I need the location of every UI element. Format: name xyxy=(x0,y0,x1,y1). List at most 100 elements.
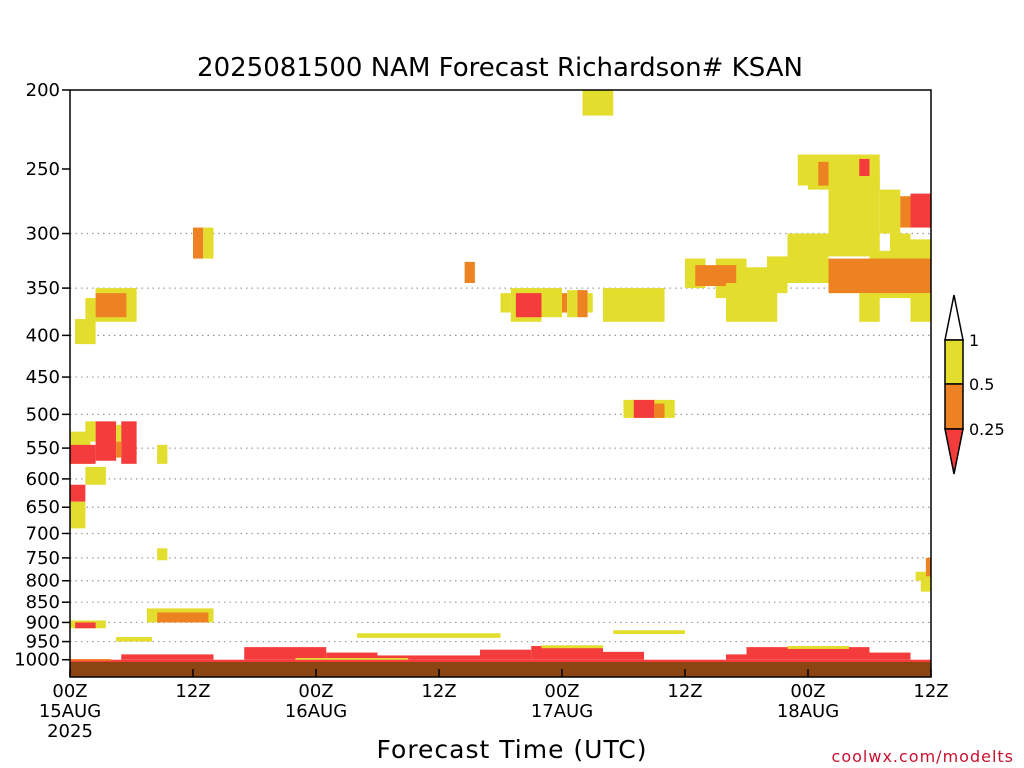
ri-cell xyxy=(121,421,137,464)
ri-cell xyxy=(920,580,931,592)
ri-cell xyxy=(541,645,603,649)
ri-cell xyxy=(85,421,96,442)
ri-cell xyxy=(75,622,96,629)
legend-label: 1 xyxy=(969,331,979,350)
ri-cell xyxy=(157,548,168,561)
y-tick-label: 450 xyxy=(26,367,60,388)
ground-band xyxy=(70,662,931,677)
ri-cell xyxy=(633,399,655,418)
ri-cell xyxy=(531,646,603,660)
ri-cell xyxy=(603,288,665,322)
legend-swatch xyxy=(944,294,964,341)
y-tick-label: 650 xyxy=(26,497,60,518)
x-tick-label: 16AUG xyxy=(285,701,347,722)
y-tick-label: 1000 xyxy=(14,650,60,671)
x-tick-label: 00Z xyxy=(544,681,579,702)
ri-cell xyxy=(85,466,106,485)
ri-cell xyxy=(295,657,409,660)
ri-cell xyxy=(203,227,214,259)
ri-cell xyxy=(357,633,501,638)
ri-cell xyxy=(70,444,96,464)
ri-cell xyxy=(85,298,96,322)
ri-cell xyxy=(567,290,578,318)
chart-title: 2025081500 NAM Forecast Richardson# KSAN xyxy=(197,53,803,83)
ri-cell xyxy=(157,612,209,623)
ri-cell xyxy=(859,293,880,322)
ri-cell xyxy=(326,652,378,660)
x-tick-label: 00Z xyxy=(790,681,825,702)
ri-cell xyxy=(746,647,870,660)
x-tick-label: 12Z xyxy=(913,681,948,702)
ri-cell xyxy=(603,651,644,660)
ri-cell xyxy=(193,227,204,259)
y-tick-label: 800 xyxy=(26,571,60,592)
legend-label: 0.25 xyxy=(969,420,1005,439)
y-tick-label: 200 xyxy=(26,80,60,101)
y-tick-label: 750 xyxy=(26,548,60,569)
ri-cell xyxy=(541,288,562,318)
ri-cell xyxy=(70,659,111,661)
ri-cell xyxy=(879,189,901,234)
x-tick-label: 15AUG xyxy=(39,701,101,722)
ri-cell xyxy=(116,441,122,458)
ri-cell xyxy=(116,424,122,442)
ri-cell xyxy=(818,161,829,186)
x-axis-label: Forecast Time (UTC) xyxy=(377,735,648,764)
legend-swatch xyxy=(944,383,964,430)
ri-cell xyxy=(95,293,127,318)
ri-cell xyxy=(121,654,214,660)
y-tick-label: 700 xyxy=(26,523,60,544)
ri-cell xyxy=(582,90,614,116)
ri-cell xyxy=(869,166,880,186)
ri-cell xyxy=(654,403,665,418)
ri-cell xyxy=(859,158,870,181)
ri-cell xyxy=(577,290,588,318)
x-tick-label: 12Z xyxy=(421,681,456,702)
grid-lines xyxy=(70,232,931,643)
y-tick-label: 500 xyxy=(26,404,60,425)
legend: 1 0.5 0.25 xyxy=(944,294,1005,475)
legend-swatch xyxy=(944,428,964,475)
ri-cell xyxy=(157,444,168,464)
ri-cell xyxy=(726,654,747,660)
y-tick-label: 350 xyxy=(26,278,60,299)
ri-cell xyxy=(797,154,808,186)
ri-cell xyxy=(869,652,911,660)
x-tick-label: 12Z xyxy=(667,681,702,702)
legend-label: 0.5 xyxy=(969,375,994,394)
ri-cell xyxy=(613,630,685,635)
plot-frame xyxy=(69,89,932,678)
y-tick-label: 850 xyxy=(26,592,60,613)
x-tick-label: 2025 xyxy=(47,721,93,742)
y-tick-label: 900 xyxy=(26,612,60,633)
y-tick-label: 300 xyxy=(26,224,60,245)
ri-cell xyxy=(695,265,737,287)
ri-cell xyxy=(464,261,475,284)
ri-cell xyxy=(828,176,880,257)
ri-cell xyxy=(587,293,593,313)
ri-cell xyxy=(915,571,931,581)
ri-cell xyxy=(515,293,542,318)
ri-cell xyxy=(377,655,480,660)
ri-cell xyxy=(500,293,511,313)
y-tick-label: 250 xyxy=(26,159,60,180)
ri-cell xyxy=(244,647,327,660)
ri-cell xyxy=(787,233,829,284)
ri-cell xyxy=(787,646,849,649)
x-tick-label: 12Z xyxy=(175,681,210,702)
watermark-text: coolwx.com/modelts xyxy=(832,747,1014,766)
ri-cell xyxy=(95,421,117,461)
ri-cell xyxy=(828,258,931,294)
ri-cell xyxy=(925,557,931,577)
y-tick-label: 400 xyxy=(26,325,60,346)
y-tick-label: 950 xyxy=(26,632,60,653)
x-tick-label: 17AUG xyxy=(531,701,593,722)
ri-cell xyxy=(910,193,931,228)
ri-cell xyxy=(562,293,568,313)
ri-cell xyxy=(726,283,778,322)
ri-cell xyxy=(116,637,152,642)
ri-cell xyxy=(75,319,96,345)
y-tick-label: 550 xyxy=(26,438,60,459)
